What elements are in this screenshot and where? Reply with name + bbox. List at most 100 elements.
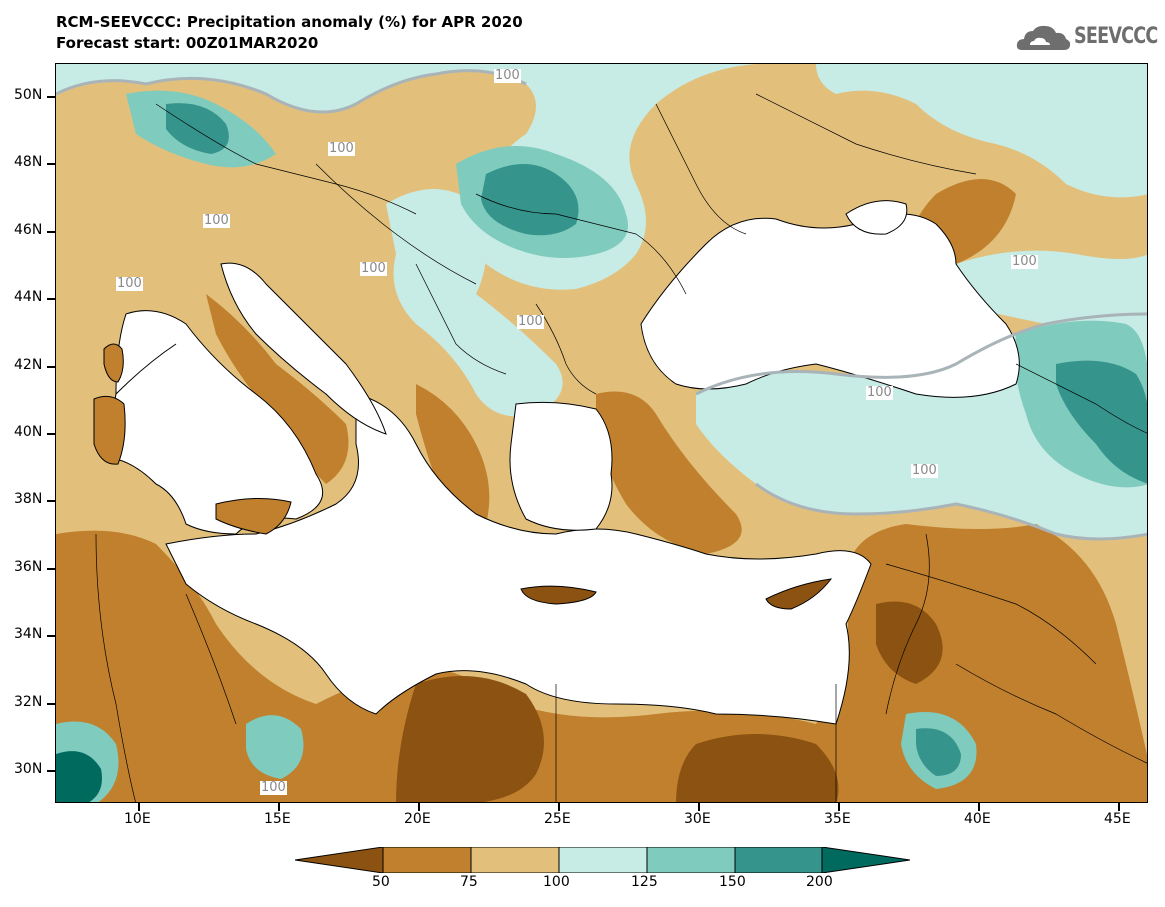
legend-label: 125: [631, 874, 658, 890]
lat-tick: [47, 770, 55, 772]
map-canvas: [56, 64, 1147, 802]
region-150-200-carpathians: [481, 164, 579, 236]
tyrrhenian-coast: [115, 343, 177, 395]
island-corsica: [103, 343, 124, 383]
legend-label: 75: [460, 874, 478, 890]
seevccc-logo: SEEVCCC: [1016, 20, 1158, 56]
region-100-125-balkans: [386, 189, 563, 417]
lon-label: 15E: [264, 811, 291, 827]
lon-label: 30E: [684, 811, 711, 827]
region-below-50-syria: [876, 601, 943, 684]
sea-of-azov: [845, 200, 908, 235]
lat-label: 40N: [14, 424, 43, 440]
island-sicily: [215, 497, 292, 535]
region-150-200-caucasus: [1056, 360, 1147, 484]
lat-label: 46N: [14, 222, 43, 238]
region-50-75-italy: [206, 294, 349, 484]
lon-tick: [698, 803, 700, 811]
contour-label: 100: [1011, 254, 1038, 269]
lat-label: 32N: [14, 694, 43, 710]
island-cyprus: [765, 578, 833, 610]
legend-label: 200: [806, 874, 833, 890]
lat-label: 30N: [14, 761, 43, 777]
aegean-sea: [509, 401, 613, 531]
lat-label: 50N: [14, 87, 43, 103]
lon-tick: [278, 803, 280, 811]
lon-tick: [978, 803, 980, 811]
lat-label: 42N: [14, 357, 43, 373]
legend-label: 50: [372, 874, 390, 890]
color-legend: [295, 847, 910, 873]
legend-swatch-50-75: [382, 847, 472, 873]
lat-label: 34N: [14, 626, 43, 642]
title-line-1: RCM-SEEVCCC: Precipitation anomaly (%) f…: [56, 13, 523, 31]
lon-tick: [418, 803, 420, 811]
region-below-50-libya: [396, 676, 544, 802]
lat-tick: [47, 433, 55, 435]
legend-swatch-above-200: [821, 847, 910, 873]
lat-label: 36N: [14, 559, 43, 575]
lon-label: 45E: [1104, 811, 1131, 827]
lat-tick: [47, 96, 55, 98]
lat-tick: [47, 298, 55, 300]
contour-label: 100: [260, 780, 287, 795]
anomaly-map: 100 100 100 100 100 100 100 100 100 100: [55, 63, 1148, 803]
contour-label: 100: [328, 141, 355, 156]
logo-text: SEEVCCC: [1074, 24, 1158, 49]
island-sardinia: [93, 395, 126, 465]
island-crete: [520, 585, 597, 605]
region-below-50-egypt: [676, 734, 839, 802]
legend-swatch-100-125: [558, 847, 648, 873]
legend-label: 150: [719, 874, 746, 890]
region-50-75-turkey-west: [596, 391, 742, 554]
black-sea: [640, 213, 1020, 398]
lat-label: 44N: [14, 289, 43, 305]
lon-tick: [1118, 803, 1120, 811]
legend-swatch-150-200: [734, 847, 823, 873]
lon-label: 25E: [544, 811, 571, 827]
map-title: RCM-SEEVCCC: Precipitation anomaly (%) f…: [56, 12, 523, 54]
legend-swatch-125-150: [646, 847, 736, 873]
contour-100-line-south: [755, 482, 1147, 541]
contour-label: 100: [911, 463, 938, 478]
region-50-75-north-africa: [56, 524, 1147, 802]
lon-tick: [138, 803, 140, 811]
lat-tick: [47, 635, 55, 637]
lat-tick: [47, 231, 55, 233]
contour-100-line-north: [56, 69, 527, 114]
adriatic-sea: [220, 262, 387, 435]
lat-tick: [47, 500, 55, 502]
lon-tick: [838, 803, 840, 811]
contour-100-line-anatolia: [695, 312, 1147, 396]
cloud-icon: [1016, 25, 1071, 50]
lon-tick: [558, 803, 560, 811]
contour-label: 100: [517, 314, 544, 329]
lat-tick: [47, 366, 55, 368]
lat-label: 48N: [14, 154, 43, 170]
legend-swatch-75-100: [470, 847, 560, 873]
legend-swatch-below-50: [295, 847, 384, 873]
region-150-200-alps: [166, 103, 229, 154]
forecast-start-line: Forecast start: 00Z01MAR2020: [56, 34, 319, 52]
contour-label: 100: [494, 68, 521, 83]
country-borders: [95, 93, 1147, 802]
legend-label: 100: [543, 874, 570, 890]
lat-tick: [47, 703, 55, 705]
region-150-200-saudi: [916, 728, 961, 776]
lat-tick: [47, 163, 55, 165]
lon-label: 20E: [404, 811, 431, 827]
region-125-150-sirte: [246, 715, 304, 779]
region-100-125-russia: [816, 64, 1147, 198]
contour-label: 100: [866, 385, 893, 400]
region-50-75-greece: [416, 384, 490, 526]
lon-label: 40E: [964, 811, 991, 827]
contour-label: 100: [116, 276, 143, 291]
region-100-125-caucasus: [956, 250, 1147, 329]
region-above-200-libya: [56, 751, 102, 802]
contour-label: 100: [203, 213, 230, 228]
lat-label: 38N: [14, 491, 43, 507]
lat-tick: [47, 568, 55, 570]
contour-label: 100: [360, 261, 387, 276]
lon-label: 35E: [824, 811, 851, 827]
lon-label: 10E: [124, 811, 151, 827]
